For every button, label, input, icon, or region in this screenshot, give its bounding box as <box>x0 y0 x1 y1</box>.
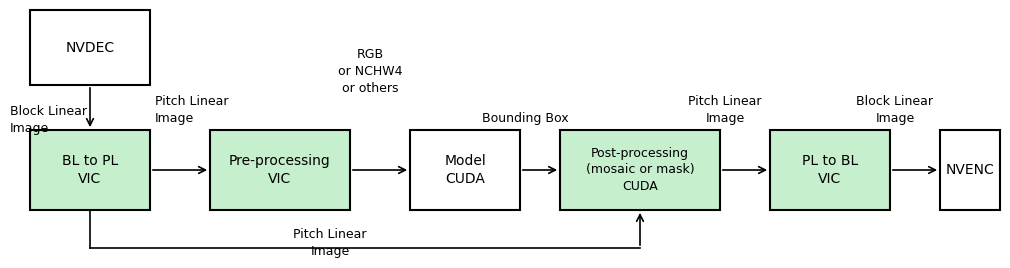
Bar <box>30 10 150 85</box>
Text: NVDEC: NVDEC <box>66 40 114 54</box>
Text: Block Linear
Image: Block Linear Image <box>10 105 87 135</box>
Text: Pitch Linear
Image: Pitch Linear Image <box>688 95 762 125</box>
Text: Pre-processing
VIC: Pre-processing VIC <box>229 154 331 186</box>
Text: BL to PL
VIC: BL to PL VIC <box>62 154 118 186</box>
Bar <box>210 130 350 210</box>
Bar <box>940 130 1000 210</box>
Text: PL to BL
VIC: PL to BL VIC <box>802 154 858 186</box>
Text: Pitch Linear
Image: Pitch Linear Image <box>155 95 228 125</box>
Text: Block Linear
Image: Block Linear Image <box>856 95 933 125</box>
Text: Pitch Linear
Image: Pitch Linear Image <box>293 228 367 258</box>
Text: Post-processing
(mosaic or mask)
CUDA: Post-processing (mosaic or mask) CUDA <box>586 147 694 193</box>
Text: NVENC: NVENC <box>945 163 995 177</box>
Bar <box>560 130 720 210</box>
Bar <box>30 130 150 210</box>
Text: Model
CUDA: Model CUDA <box>444 154 486 186</box>
Bar <box>770 130 890 210</box>
Text: Bounding Box: Bounding Box <box>482 112 569 125</box>
Bar <box>410 130 520 210</box>
Text: RGB
or NCHW4
or others: RGB or NCHW4 or others <box>337 48 402 95</box>
